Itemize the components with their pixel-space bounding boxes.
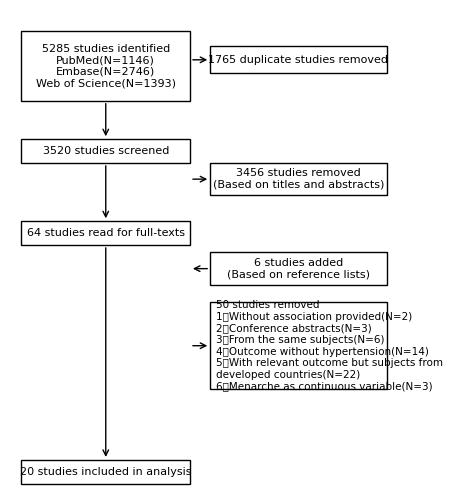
Text: 3520 studies screened: 3520 studies screened — [43, 146, 169, 156]
FancyBboxPatch shape — [210, 46, 386, 74]
Text: 1765 duplicate studies removed: 1765 duplicate studies removed — [208, 55, 388, 65]
Text: 20 studies included in analysis: 20 studies included in analysis — [20, 467, 191, 477]
Text: 6 studies added
(Based on reference lists): 6 studies added (Based on reference list… — [226, 258, 369, 280]
Text: 50 studies removed
1、Without association provided(N=2)
2、Conference abstracts(N=: 50 studies removed 1、Without association… — [216, 300, 442, 392]
Text: 64 studies read for full-texts: 64 studies read for full-texts — [27, 228, 184, 238]
FancyBboxPatch shape — [21, 31, 190, 101]
FancyBboxPatch shape — [21, 460, 190, 483]
Text: 5285 studies identified
PubMed(N=1146)
Embase(N=2746)
Web of Science(N=1393): 5285 studies identified PubMed(N=1146) E… — [36, 44, 175, 88]
FancyBboxPatch shape — [210, 302, 386, 389]
FancyBboxPatch shape — [210, 252, 386, 285]
FancyBboxPatch shape — [210, 163, 386, 196]
FancyBboxPatch shape — [21, 221, 190, 245]
FancyBboxPatch shape — [21, 139, 190, 163]
Text: 3456 studies removed
(Based on titles and abstracts): 3456 studies removed (Based on titles an… — [213, 168, 383, 190]
